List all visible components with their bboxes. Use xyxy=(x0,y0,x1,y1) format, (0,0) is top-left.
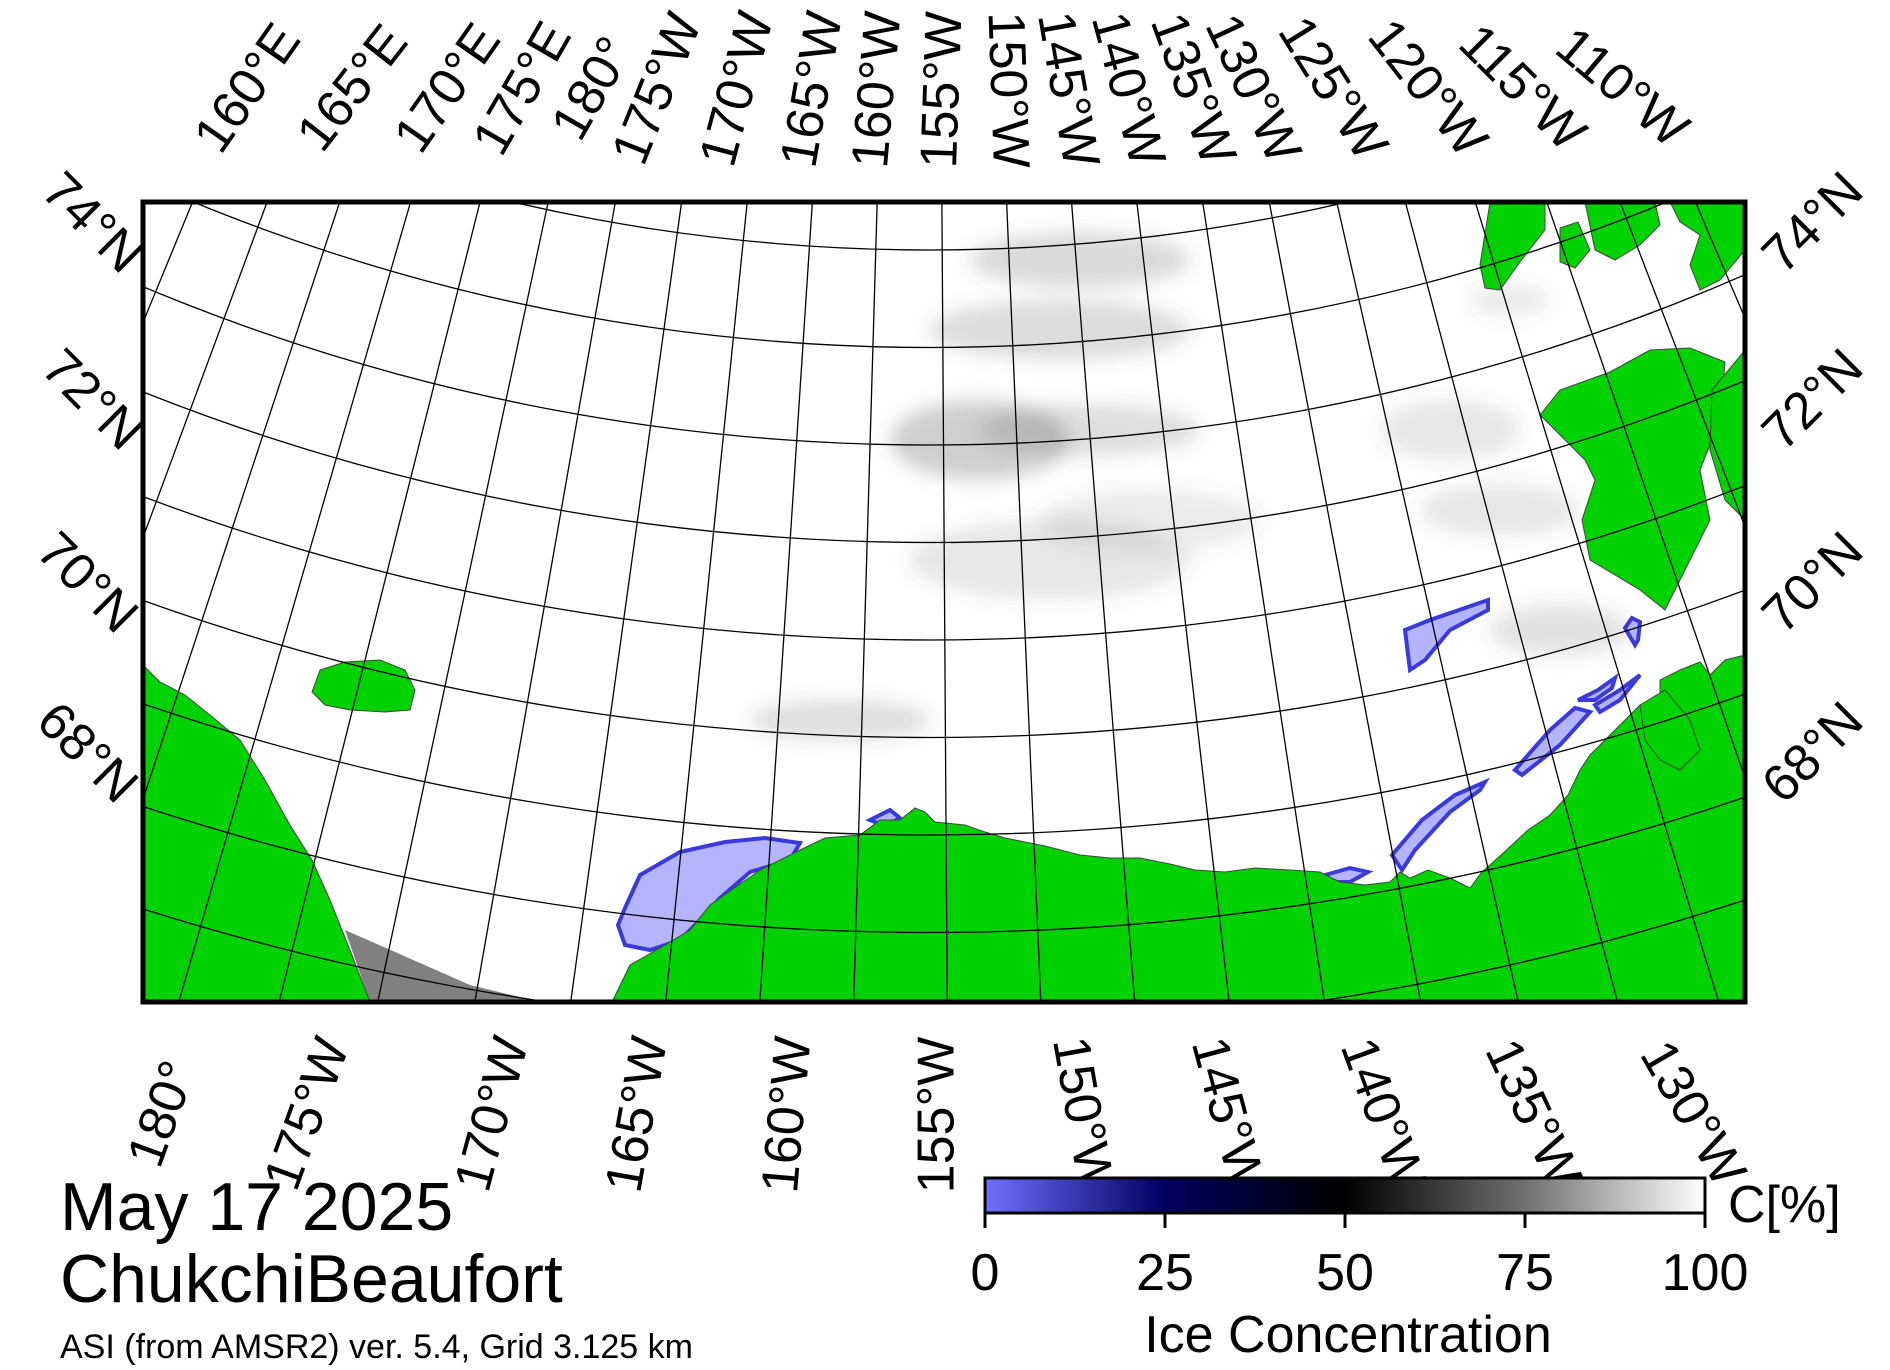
longitude-line xyxy=(1136,202,1230,1002)
latitude-line xyxy=(143,379,1745,543)
longitude-line xyxy=(759,202,814,1002)
open-water-areas xyxy=(615,597,1643,953)
longitude-line xyxy=(474,202,616,1002)
colorbar-tick-label: 100 xyxy=(1662,1244,1749,1302)
missing-data-region xyxy=(345,930,540,1002)
longitude-line xyxy=(1546,202,1745,781)
land-wrangel-island xyxy=(311,659,416,713)
colorbar-tick-label: 0 xyxy=(971,1244,1000,1302)
longitude-line xyxy=(664,202,748,1002)
lat-label-left: 70°N xyxy=(26,521,149,644)
longitude-line xyxy=(852,202,878,1002)
land-arctic-archipelago-2 xyxy=(1559,221,1591,269)
land-banks-island xyxy=(1539,347,1726,611)
colorbar: C[%] 0 25 50 75 100 Ice Concentration xyxy=(971,1176,1841,1364)
region-title: ChukchiBeaufort xyxy=(60,1241,563,1317)
colorbar-title: Ice Concentration xyxy=(1144,1306,1552,1364)
lat-label-right: 74°N xyxy=(1751,161,1874,284)
lat-label-left: 72°N xyxy=(31,338,154,461)
map-frame xyxy=(140,199,1748,1005)
colorbar-tick-label: 75 xyxy=(1496,1244,1554,1302)
lon-label-bottom: 180° xyxy=(116,1053,207,1174)
title-block: May 17 2025 ChukchiBeaufort ASI (from AM… xyxy=(60,1169,693,1366)
longitude-line xyxy=(1619,202,1745,529)
longitude-line xyxy=(1005,202,1042,1002)
land-arctic-archipelago-4 xyxy=(1669,202,1745,291)
colorbar-tick-label: 50 xyxy=(1316,1244,1374,1302)
latitude-line xyxy=(143,273,1745,446)
land-arctic-archipelago-1 xyxy=(1479,202,1546,291)
longitude-line xyxy=(1845,0,1890,628)
lon-label-bottom: 130°W xyxy=(1629,1031,1758,1196)
latitude-line xyxy=(193,202,1667,348)
date-title: May 17 2025 xyxy=(60,1169,453,1245)
reduced-ice-patches xyxy=(750,232,1630,740)
land-mainland-delta xyxy=(1639,689,1701,771)
lat-label-right: 68°N xyxy=(1751,691,1874,814)
lon-label-bottom: 165°W xyxy=(595,1032,679,1196)
lat-label-right: 70°N xyxy=(1751,521,1874,644)
coordinate-labels: 74°N 72°N 70°N 68°N 74°N 72°N 70°N 68°N 160°E 165… xyxy=(26,5,1875,1197)
lon-label-top: 155°W xyxy=(910,11,973,170)
colorbar-unit: C[%] xyxy=(1728,1176,1841,1234)
lon-label-bottom: 145°W xyxy=(1180,1031,1277,1197)
longitude-line xyxy=(1474,202,1720,1002)
colorbar-tick-label: 25 xyxy=(1136,1244,1194,1302)
lon-label-bottom: 150°W xyxy=(1041,1032,1125,1196)
lon-label-bottom: 135°W xyxy=(1474,1030,1593,1196)
lon-label-top: 160°W xyxy=(841,9,912,170)
lon-label-bottom: 160°W xyxy=(751,1034,822,1195)
longitude-line xyxy=(0,0,31,651)
lon-label-top: 160°E xyxy=(183,13,312,163)
land-masses xyxy=(143,202,1745,1002)
lon-label-top: 150°W xyxy=(977,11,1040,170)
land-siberia xyxy=(143,664,371,1002)
map-area xyxy=(0,0,1890,1002)
colorbar-ticks: 0 25 50 75 100 xyxy=(971,1213,1749,1302)
colorbar-gradient xyxy=(983,1176,1707,1215)
lon-label-bottom: 140°W xyxy=(1329,1030,1437,1197)
land-victoria-island xyxy=(1709,349,1745,521)
longitude-line xyxy=(377,202,549,1002)
lon-label-bottom: 170°W xyxy=(444,1031,541,1197)
longitude-line xyxy=(1202,202,1326,1002)
lon-label-bottom: 155°W xyxy=(908,1037,966,1194)
lat-label-right: 72°N xyxy=(1751,338,1874,461)
longitude-line xyxy=(278,202,481,1002)
lat-label-left: 68°N xyxy=(26,691,149,814)
longitude-line xyxy=(941,202,948,1002)
land-arctic-archipelago-3 xyxy=(1584,202,1661,261)
longitude-line xyxy=(178,202,412,1002)
longitude-line xyxy=(1336,202,1519,1002)
longitude-line xyxy=(1404,202,1619,1002)
source-note: ASI (from AMSR2) ver. 5.4, Grid 3.125 km xyxy=(60,1328,693,1366)
longitude-line xyxy=(1070,202,1136,1002)
lat-label-left: 74°N xyxy=(31,161,154,284)
longitude-line xyxy=(143,202,341,802)
longitude-line xyxy=(143,202,268,540)
graticule xyxy=(0,0,1890,1002)
lon-label-top: 165°W xyxy=(770,7,854,171)
latitude-line xyxy=(511,202,1349,251)
longitude-line xyxy=(570,202,683,1002)
longitude-line xyxy=(1268,202,1422,1002)
